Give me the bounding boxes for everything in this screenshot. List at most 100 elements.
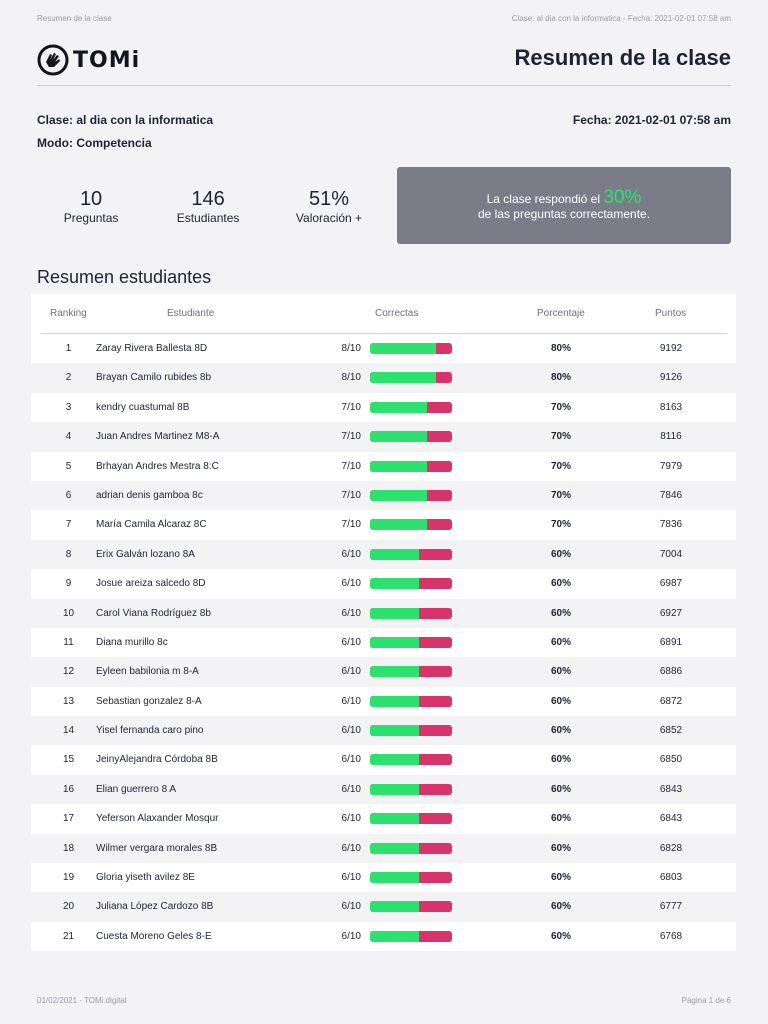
table-row: 18 Wilmer vergara morales 8B 6/10 60% 6828: [31, 833, 736, 864]
row-rank: 7: [65, 519, 72, 531]
correct-progress-fill: [370, 372, 436, 384]
row-points: 7979: [659, 460, 683, 472]
header-correct: Correctas: [375, 308, 419, 319]
top-meta-bar: Resumen de la clase Clase: al dia con la…: [37, 14, 731, 23]
stat-value: 146: [191, 188, 225, 210]
row-correct-count: 6/10: [341, 872, 361, 884]
header-percentage: Porcentaje: [537, 308, 585, 319]
summary-after: de las preguntas correctamente.: [477, 206, 651, 221]
row-correct-count: 6/10: [341, 548, 361, 560]
row-rank: 18: [62, 842, 75, 854]
row-points: 6927: [659, 607, 683, 619]
stat-label: Preguntas: [63, 211, 119, 225]
correct-progress-bar: [370, 431, 452, 443]
row-rank: 20: [62, 901, 75, 913]
row-correct-count: 7/10: [341, 431, 361, 443]
row-points: 6850: [659, 754, 683, 766]
row-student-name: Gloria yiseth avilez 8E: [96, 872, 195, 884]
row-points: 6891: [659, 636, 683, 648]
row-student-name: kendry cuastumal 8B: [96, 401, 190, 413]
stat-label: Valoración +: [295, 211, 363, 225]
correct-progress-fill: [370, 578, 420, 590]
footer-date: 01/02/2021 - TOMi.digital: [37, 996, 127, 1005]
row-percentage: 80%: [550, 372, 571, 384]
row-points: 8116: [660, 431, 682, 443]
row-student-name: Wilmer vergara morales 8B: [96, 842, 218, 854]
row-student-name: Cuesta Moreno Geles 8-E: [96, 930, 212, 942]
row-correct-count: 6/10: [341, 754, 361, 766]
row-correct-count: 7/10: [341, 460, 361, 472]
table-row: 11 Diana murillo 8c 6/10 60% 6891: [31, 628, 736, 657]
row-percentage: 60%: [550, 872, 571, 884]
row-points: 7846: [659, 489, 683, 501]
row-rank: 12: [62, 666, 75, 678]
row-points: 7836: [659, 519, 683, 531]
row-rank: 2: [65, 372, 72, 384]
row-points: 6777: [659, 901, 683, 913]
stats-summary: 10 Preguntas 146 Estudiantes 51% Valorac…: [37, 188, 387, 225]
row-percentage: 60%: [550, 842, 571, 854]
correct-progress-fill: [370, 666, 420, 678]
row-rank: 4: [65, 431, 72, 443]
row-rank: 5: [65, 460, 72, 472]
correct-progress-fill: [370, 813, 420, 825]
row-points: 6886: [659, 666, 683, 678]
row-correct-count: 6/10: [341, 901, 361, 913]
row-student-name: Yisel fernanda caro pino: [96, 725, 204, 737]
table-row: 12 Eyleen babilonia m 8-A 6/10 60% 6886: [31, 657, 736, 687]
row-percentage: 60%: [550, 607, 571, 619]
row-student-name: Brhayan Andres Mestra 8:C: [96, 460, 219, 472]
summary-percentage: 30%: [603, 186, 642, 208]
stat-students: 146 Estudiantes: [145, 188, 271, 225]
row-correct-count: 6/10: [341, 695, 361, 707]
page-title: Resumen de la clase: [514, 45, 731, 70]
correct-progress-bar: [370, 548, 452, 560]
row-rank: 16: [62, 783, 75, 795]
row-correct-count: 7/10: [341, 519, 361, 531]
class-mode: Modo: Competencia: [37, 136, 152, 150]
stat-label: Estudiantes: [176, 211, 240, 225]
row-points: 6843: [659, 783, 683, 795]
class-info-row: Clase: al dia con la informatica Fecha: …: [37, 113, 731, 127]
table-row: 5 Brhayan Andres Mestra 8:C 7/10 70% 7979: [31, 452, 736, 481]
stat-value: 10: [79, 188, 103, 210]
table-row: 16 Elian guerrero 8 A 6/10 60% 6843: [31, 774, 736, 805]
correct-progress-bar: [370, 695, 452, 707]
class-date: Fecha: 2021-02-01 07:58 am: [572, 113, 731, 127]
header-student: Estudiante: [167, 308, 215, 319]
row-correct-count: 7/10: [341, 401, 361, 413]
table-row: 7 María Camila Alcaraz 8C 7/10 70% 7836: [31, 510, 736, 539]
row-student-name: Juan Andres Martinez M8-A: [96, 431, 220, 443]
correct-progress-bar: [370, 930, 452, 942]
row-percentage: 60%: [550, 548, 571, 560]
stat-questions: 10 Preguntas: [37, 188, 145, 225]
summary-before: La clase respondió el: [486, 191, 601, 206]
correct-progress-bar: [370, 872, 452, 884]
row-student-name: Sebastian gonzalez 8-A: [96, 695, 202, 707]
table-row: 1 Zaray Rivera Ballesta 8D 8/10 80% 9192: [31, 334, 736, 363]
correct-progress-fill: [370, 636, 420, 648]
row-student-name: Zaray Rivera Ballesta 8D: [96, 343, 208, 354]
row-rank: 21: [62, 930, 75, 942]
correct-progress-bar: [370, 754, 452, 766]
correct-progress-fill: [370, 754, 420, 766]
correct-progress-bar: [370, 842, 452, 854]
row-rank: 3: [65, 401, 72, 413]
tomi-hand-logo-icon: [37, 44, 69, 76]
row-correct-count: 6/10: [341, 842, 361, 854]
row-rank: 11: [63, 636, 74, 648]
row-student-name: Diana murillo 8c: [96, 636, 168, 648]
stat-rating: 51% Valoración +: [271, 188, 387, 225]
row-rank: 13: [62, 695, 75, 707]
correct-progress-bar: [370, 666, 452, 678]
row-correct-count: 8/10: [341, 372, 361, 384]
class-name: Clase: al dia con la informatica: [37, 113, 214, 127]
top-meta-right: Clase: al dia con la informatica - Fecha…: [511, 14, 731, 23]
correct-progress-fill: [370, 460, 428, 472]
row-rank: 19: [62, 872, 75, 884]
row-correct-count: 6/10: [341, 666, 361, 678]
row-points: 6768: [659, 930, 683, 942]
correct-progress-bar: [370, 636, 452, 648]
row-student-name: Carol Viana Rodríguez 8b: [96, 607, 211, 619]
table-row: 15 JeinyAlejandra Córdoba 8B 6/10 60% 6850: [31, 745, 736, 774]
